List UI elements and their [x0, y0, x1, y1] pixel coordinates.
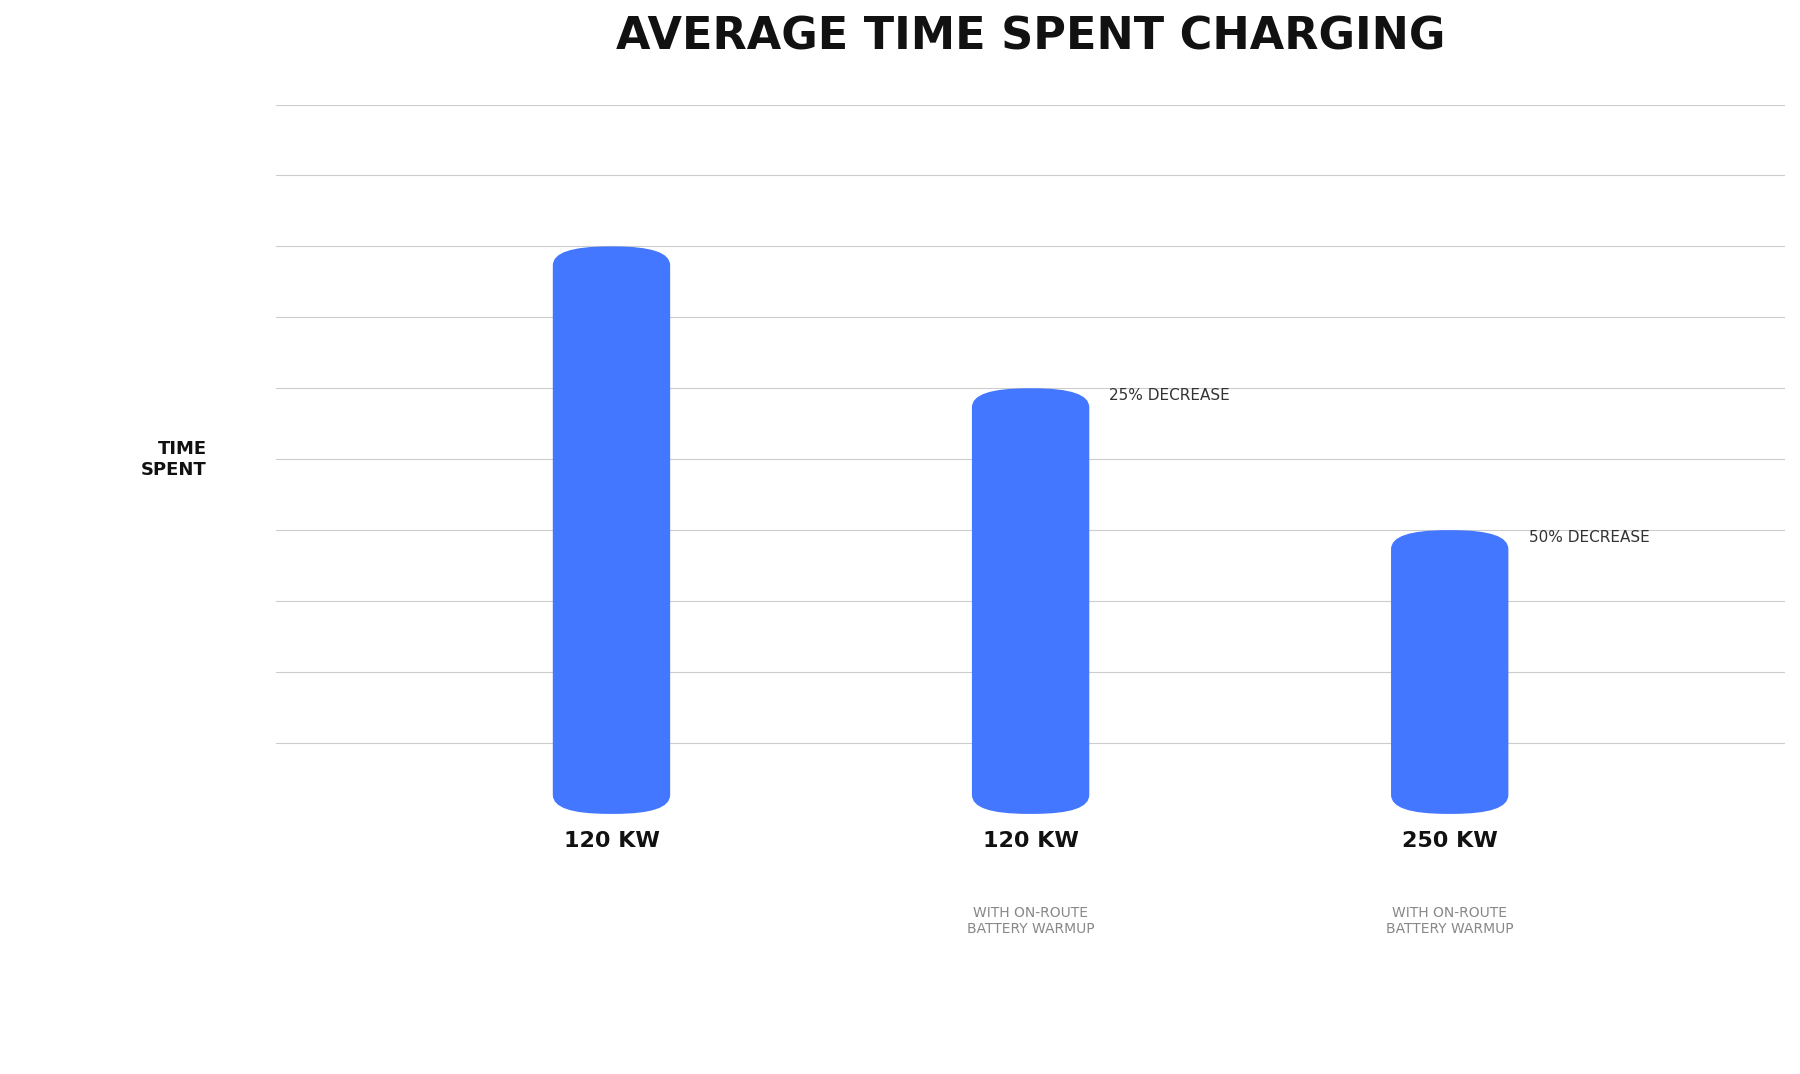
FancyBboxPatch shape	[972, 389, 1089, 814]
Y-axis label: TIME
SPENT: TIME SPENT	[140, 440, 207, 479]
FancyBboxPatch shape	[553, 246, 670, 814]
FancyBboxPatch shape	[1391, 531, 1508, 814]
Text: WITH ON-ROUTE
BATTERY WARMUP: WITH ON-ROUTE BATTERY WARMUP	[967, 906, 1094, 937]
Text: 50% DECREASE: 50% DECREASE	[1528, 531, 1649, 546]
Text: WITH ON-ROUTE
BATTERY WARMUP: WITH ON-ROUTE BATTERY WARMUP	[1386, 906, 1514, 937]
Title: AVERAGE TIME SPENT CHARGING: AVERAGE TIME SPENT CHARGING	[616, 15, 1445, 58]
Text: 25% DECREASE: 25% DECREASE	[1109, 389, 1229, 404]
